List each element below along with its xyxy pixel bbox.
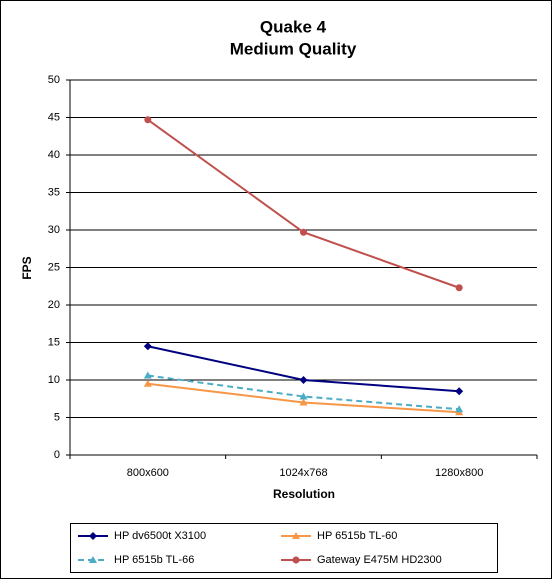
marker: [143, 342, 152, 351]
marker: [143, 379, 152, 387]
series-line: [147, 374, 460, 411]
legend-label: HP dv6500t X3100: [114, 530, 206, 542]
marker: [455, 387, 464, 396]
y-axis-label: FPS: [20, 256, 34, 279]
y-tick-label: 10: [48, 374, 60, 386]
y-tick-label: 5: [54, 411, 60, 423]
y-tick-label: 30: [48, 224, 60, 236]
marker: [299, 376, 308, 384]
marker: [299, 392, 308, 400]
x-tick-label: 1024x768: [279, 467, 327, 479]
x-axis-label: Resolution: [273, 487, 335, 501]
legend: [70, 523, 498, 573]
y-tick-label: 20: [48, 299, 60, 311]
y-tick-label: 15: [48, 336, 60, 348]
legend-label: HP 6515b TL-66: [114, 554, 194, 566]
y-tick-label: 25: [48, 261, 60, 273]
chart-title: Quake 4: [260, 17, 327, 36]
y-tick-label: 40: [48, 149, 60, 161]
marker: [89, 556, 97, 563]
marker: [292, 556, 300, 564]
y-tick-label: 45: [48, 111, 60, 123]
marker: [299, 398, 308, 406]
marker: [300, 228, 307, 236]
y-tick-label: 0: [54, 449, 60, 461]
chart-subtitle: Medium Quality: [230, 39, 357, 58]
marker: [89, 532, 97, 540]
marker: [292, 532, 300, 539]
x-tick-label: 1280x800: [435, 467, 483, 479]
legend-label: Gateway E475M HD2300: [317, 554, 442, 566]
marker: [455, 405, 464, 413]
x-tick-label: 800x600: [127, 467, 169, 479]
marker: [143, 371, 152, 379]
y-tick-label: 35: [48, 186, 60, 198]
y-tick-label: 50: [48, 74, 60, 86]
marker: [144, 116, 152, 124]
marker: [455, 284, 463, 292]
legend-label: HP 6515b TL-60: [317, 530, 397, 542]
